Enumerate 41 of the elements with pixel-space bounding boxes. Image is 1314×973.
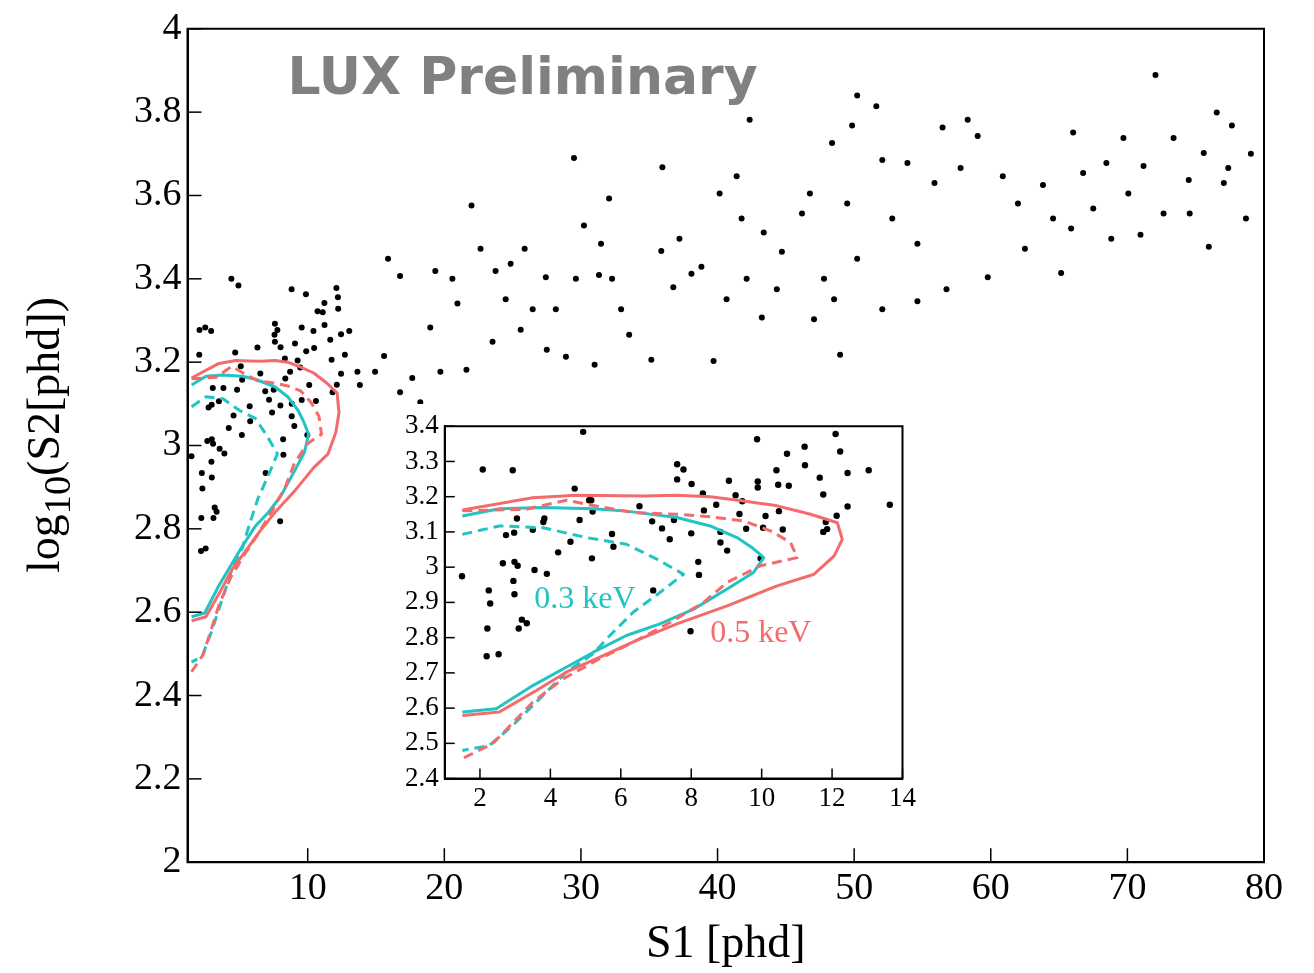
y-tick-label: 4 [162, 4, 182, 47]
x-tick-label: 6 [614, 781, 628, 812]
y-tick-label: 2.6 [405, 691, 439, 722]
x-tick-label: 50 [835, 864, 874, 907]
x-tick-label: 10 [288, 864, 327, 907]
x-tick-label: 70 [1108, 864, 1147, 907]
y-tick-label: 3.2 [134, 338, 182, 381]
annotation: LUX Preliminary [287, 46, 758, 107]
y-tick-label: 2.9 [405, 585, 439, 616]
y-tick-label: 2.7 [405, 655, 439, 686]
y-tick-label: 3 [425, 550, 439, 581]
y-tick-label: 3.1 [405, 515, 439, 546]
y-tick-label: 3 [162, 421, 182, 464]
y-tick-label: 2.8 [134, 504, 182, 547]
x-tick-label: 80 [1245, 864, 1283, 907]
y-tick-label: 2.8 [405, 620, 439, 651]
series-label: 0.5 keV [710, 613, 812, 650]
x-tick-label: 30 [561, 864, 600, 907]
x-axis-title: S1 [phd] [645, 916, 806, 968]
x-tick-label: 60 [971, 864, 1010, 907]
y-tick-label: 3.3 [405, 444, 439, 475]
x-tick-label: 2 [473, 781, 487, 812]
x-tick-label: 14 [889, 781, 917, 812]
y-tick-label: 3.2 [405, 479, 439, 510]
y-tick-label: 2.2 [134, 754, 182, 797]
x-tick-label: 12 [818, 781, 846, 812]
x-tick-label: 8 [684, 781, 698, 812]
series-label: 0.3 keV [534, 578, 636, 615]
y-tick-label: 3.4 [134, 254, 182, 297]
x-tick-label: 4 [543, 781, 558, 812]
y-tick-label: 2.4 [134, 671, 182, 714]
y-tick-label: 2.6 [134, 588, 182, 631]
y-tick-label: 2 [162, 838, 182, 881]
x-tick-label: 40 [698, 864, 737, 907]
x-tick-label: 20 [425, 864, 464, 907]
y-tick-label: 3.6 [134, 171, 182, 214]
y-tick-label: 3.4 [405, 409, 440, 440]
x-tick-label: 10 [748, 781, 776, 812]
y-tick-label: 3.8 [134, 88, 182, 131]
y-tick-label: 2.4 [405, 761, 440, 792]
y-tick-label: 2.5 [405, 726, 439, 757]
